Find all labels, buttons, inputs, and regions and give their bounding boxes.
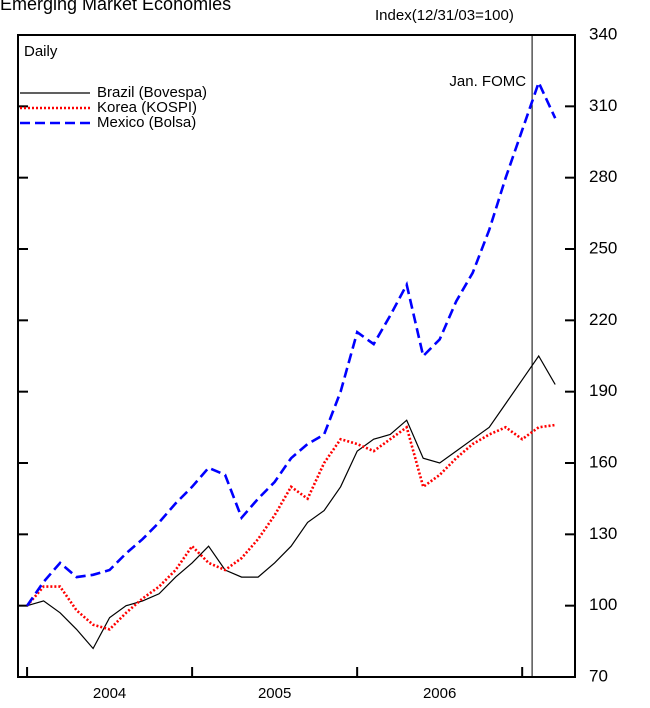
series-line <box>26 354 556 650</box>
plot-frame <box>17 34 576 678</box>
legend-label: Mexico (Bolsa) <box>97 114 196 131</box>
y-tick-label: 70 <box>589 666 608 685</box>
y-tick-label: 130 <box>589 524 617 543</box>
y-tick-label: 250 <box>589 238 617 257</box>
y-tick-label: 160 <box>589 452 617 471</box>
legend-label: Korea (KOSPI) <box>97 99 197 116</box>
x-tick-label: 2004 <box>93 685 126 702</box>
y-tick-label: 310 <box>589 96 617 115</box>
y-tick-label: 340 <box>589 24 617 43</box>
subtitle: Daily <box>24 43 58 60</box>
series-line <box>26 423 556 631</box>
chart-title: Emerging Market Economies <box>0 0 231 14</box>
y-tick-label: 190 <box>589 381 617 400</box>
series-line <box>26 79 557 607</box>
y-tick-label: 280 <box>589 167 617 186</box>
x-tick-label: 2006 <box>423 685 456 702</box>
legend-label: Brazil (Bovespa) <box>97 84 207 101</box>
y-tick-label: 220 <box>589 310 617 329</box>
annotation: Jan. FOMC <box>449 73 526 90</box>
y-tick-label: 100 <box>589 595 617 614</box>
x-tick-label: 2005 <box>258 685 291 702</box>
y-axis-label: Index(12/31/03=100) <box>375 7 514 24</box>
